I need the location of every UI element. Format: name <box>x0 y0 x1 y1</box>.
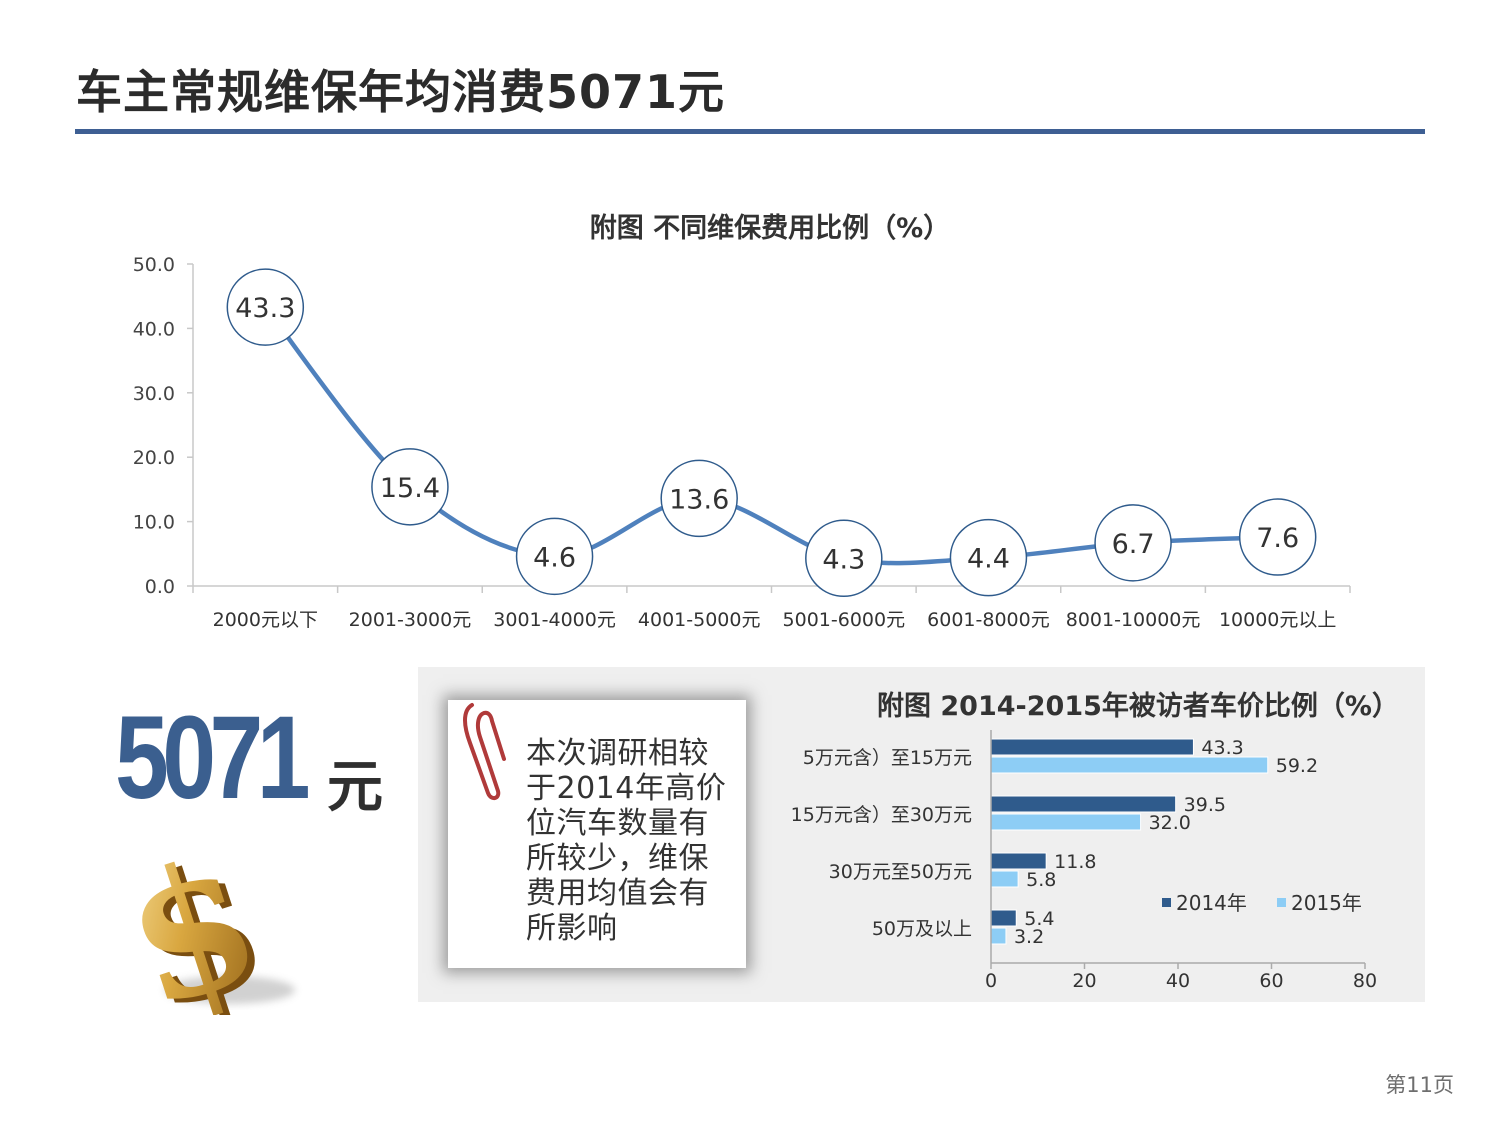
data-point-marker <box>949 518 1028 597</box>
x-tick-label: 0 <box>985 970 997 992</box>
line-chart: 0.0 10.0 20.0 30.0 40.0 50.0 2000元以下 2001-3000元… <box>133 254 1351 631</box>
bar-2014 <box>990 909 1017 927</box>
category-label: 50万及以上 <box>872 918 972 940</box>
x-tick-label: 80 <box>1353 970 1377 992</box>
title-divider <box>75 129 1425 134</box>
legend-swatch <box>1277 898 1286 907</box>
data-point-marker <box>805 519 883 598</box>
bar-chart: 5万元含）至15万元 43.3 59.2 15万元含）至30万元 39.532.0 30万… <box>791 730 1377 992</box>
data-label: 15.4 <box>380 473 440 504</box>
bar-chart-title: 附图 2014-2015年被访者车价比例（%） <box>877 691 1399 722</box>
legend-label: 2015年 <box>1291 891 1362 915</box>
y-tick-label: 50.0 <box>133 254 175 276</box>
data-point-marker <box>660 459 738 538</box>
data-point-marker <box>515 517 594 596</box>
y-tick-label: 10.0 <box>133 512 175 534</box>
legend-label: 2014年 <box>1176 891 1247 915</box>
average-spend-unit: 元 <box>327 755 383 820</box>
average-spend-number: 5071 <box>115 692 311 824</box>
x-tick-label: 5001-6000元 <box>783 609 906 631</box>
y-tick-label: 0.0 <box>145 576 175 598</box>
average-spend-highlight: 5071 元 <box>115 690 383 826</box>
data-point-marker <box>226 268 305 346</box>
data-point-marker <box>1094 504 1172 582</box>
line-chart-title: 附图 不同维保费用比例（%） <box>589 213 951 244</box>
bar-value-label: 5.4 <box>1024 908 1054 930</box>
bar-value-label: 5.8 <box>1026 869 1056 891</box>
dollar-icon: $ $ <box>120 840 295 1015</box>
bar-value-label: 43.3 <box>1201 737 1243 759</box>
data-point-marker <box>371 448 449 526</box>
bar-value-label: 32.0 <box>1149 812 1191 834</box>
category-label: 30万元至50万元 <box>829 861 972 883</box>
x-tick-label: 60 <box>1259 970 1283 992</box>
data-label: 4.3 <box>822 544 865 575</box>
y-tick-label: 20.0 <box>133 447 175 469</box>
y-tick-label: 30.0 <box>133 383 175 405</box>
data-label: 43.3 <box>235 293 295 324</box>
page-number: 第11页 <box>1385 1073 1454 1097</box>
category-label: 5万元含）至15万元 <box>803 747 972 769</box>
data-label: 6.7 <box>1112 529 1155 560</box>
bar-2014 <box>990 738 1194 756</box>
data-label: 7.6 <box>1256 523 1299 554</box>
x-tick-label: 2001-3000元 <box>349 609 472 631</box>
bar-2014 <box>990 795 1177 813</box>
data-point-marker <box>1238 498 1317 576</box>
x-tick-label: 10000元以上 <box>1219 609 1336 631</box>
bar-value-label: 3.2 <box>1014 926 1044 948</box>
note-text: 本次调研相较于2014年高价位汽车数量有所较少，维保费用均值会有所影响 <box>526 736 727 946</box>
page-title: 车主常规维保年均消费5071元 <box>76 65 726 119</box>
category-label: 15万元含）至30万元 <box>791 804 972 826</box>
y-tick-label: 40.0 <box>133 318 175 340</box>
x-tick-label: 3001-4000元 <box>493 609 616 631</box>
x-tick-label: 6001-8000元 <box>927 609 1050 631</box>
x-tick-label: 8001-10000元 <box>1066 609 1201 631</box>
bar-2014 <box>990 852 1047 870</box>
bar-value-label: 59.2 <box>1276 755 1318 777</box>
x-tick-label: 4001-5000元 <box>638 609 761 631</box>
bar-value-label: 39.5 <box>1184 794 1226 816</box>
bar-2015 <box>990 927 1007 945</box>
bar-2015 <box>990 756 1269 774</box>
bar-2015 <box>990 870 1019 888</box>
data-label: 4.6 <box>533 542 576 573</box>
data-label: 13.6 <box>669 484 729 515</box>
data-label: 4.4 <box>967 544 1010 575</box>
paperclip-icon <box>463 703 506 800</box>
legend-swatch <box>1162 898 1171 907</box>
x-tick-label: 40 <box>1166 970 1190 992</box>
x-tick-label: 20 <box>1072 970 1096 992</box>
bar-value-label: 11.8 <box>1054 851 1096 873</box>
x-tick-label: 2000元以下 <box>213 609 318 631</box>
bar-2015 <box>990 813 1142 831</box>
